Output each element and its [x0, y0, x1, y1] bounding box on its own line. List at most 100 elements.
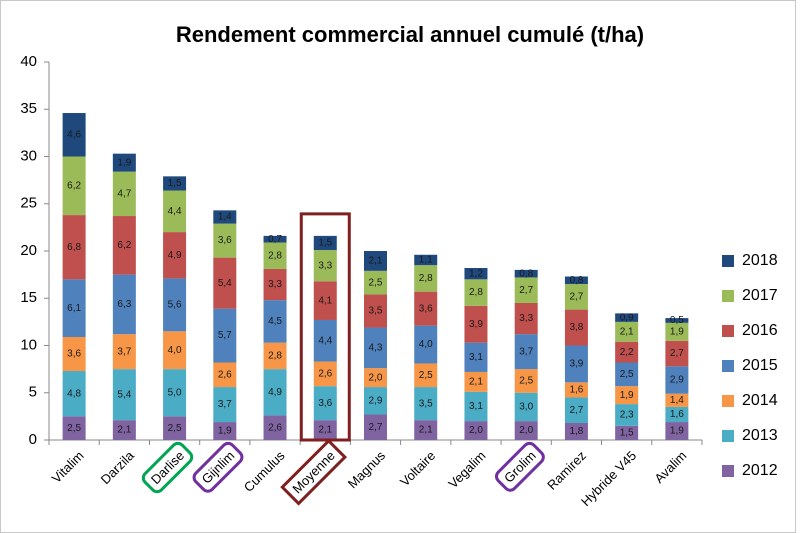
legend-label: 2013 — [742, 427, 778, 444]
highlight-box — [299, 212, 351, 442]
bar-segment — [163, 278, 187, 332]
bar-segment — [213, 210, 237, 224]
bar-segment — [263, 415, 287, 440]
data-label: 4,7 — [117, 188, 131, 199]
bar-segment — [564, 382, 588, 398]
bar-segment — [163, 190, 187, 233]
legend-label: 2018 — [742, 252, 778, 269]
data-label: 3,1 — [469, 352, 483, 363]
data-label: 3,6 — [218, 235, 232, 246]
legend-swatch — [722, 465, 734, 477]
bar-segment — [313, 386, 337, 421]
bar-segment — [414, 387, 438, 421]
data-label: 5,4 — [218, 278, 232, 289]
data-label: 3,0 — [519, 402, 533, 413]
data-label: 1,9 — [670, 426, 684, 437]
bar-segment — [514, 334, 538, 370]
bar-segment — [313, 361, 337, 387]
data-label: 4,8 — [67, 388, 81, 399]
bar-segment — [263, 300, 287, 343]
bar-segment — [364, 387, 387, 415]
data-label: 1,6 — [569, 385, 583, 396]
bar-segment — [163, 416, 187, 440]
data-label: 4,4 — [168, 206, 182, 217]
bar-segment — [514, 392, 538, 422]
bar-segment — [464, 421, 488, 440]
data-label: 2,1 — [469, 377, 483, 388]
data-label: 2,7 — [369, 422, 383, 433]
data-label: 2,5 — [168, 423, 182, 434]
data-label: 4,3 — [369, 343, 383, 354]
data-label: 2,1 — [369, 256, 383, 267]
data-label: 3,7 — [519, 346, 533, 357]
data-label: 0,5 — [670, 315, 684, 326]
data-label: 3,9 — [469, 319, 483, 330]
data-label: 2,1 — [117, 425, 131, 436]
bar-segment — [364, 294, 387, 328]
bar-segment — [514, 369, 538, 393]
y-tick-label: 0 — [29, 431, 37, 448]
bar-segment — [364, 368, 387, 388]
highlight-box — [280, 438, 348, 506]
bar-segment — [62, 279, 86, 337]
data-label: 5,6 — [168, 300, 182, 311]
bar-segment — [464, 279, 488, 306]
y-tick-label: 5 — [29, 384, 37, 401]
bar-segment — [564, 397, 588, 423]
bar-segment — [615, 313, 639, 322]
data-label: 4,9 — [268, 387, 282, 398]
bar-segment — [665, 393, 689, 407]
bar-segment — [665, 340, 689, 367]
data-label: 3,5 — [419, 398, 433, 409]
data-label: 2,2 — [620, 347, 634, 358]
data-label: 1,9 — [117, 157, 131, 168]
data-label: 3,6 — [419, 303, 433, 314]
data-label: 3,5 — [369, 306, 383, 317]
bar-segment — [364, 414, 387, 440]
data-label: 2,8 — [419, 273, 433, 284]
legend-swatch — [722, 395, 734, 407]
bar-segment — [414, 265, 438, 292]
data-label: 1,4 — [218, 212, 232, 223]
bar-segment — [615, 362, 639, 387]
bar-segment — [414, 325, 438, 364]
y-tick-label: 35 — [20, 100, 37, 117]
bar-segment — [263, 235, 287, 243]
bar-segment — [163, 331, 187, 370]
data-label: 6,3 — [117, 299, 131, 310]
data-label: 1,5 — [318, 238, 332, 249]
data-label: 2,7 — [670, 348, 684, 359]
bar-segment — [414, 254, 438, 266]
legend-swatch — [722, 325, 734, 337]
highlight-box — [192, 441, 244, 493]
data-label: 2,5 — [519, 376, 533, 387]
bar-segment — [564, 345, 588, 383]
bar-segment — [615, 386, 639, 405]
data-label: 2,1 — [318, 425, 332, 436]
data-label: 2,9 — [369, 395, 383, 406]
data-label: 6,1 — [67, 303, 81, 314]
legend-swatch — [722, 430, 734, 442]
legend-label: 2017 — [742, 287, 778, 304]
data-label: 2,5 — [419, 370, 433, 381]
bar-segment — [163, 176, 187, 191]
bar-segment — [112, 420, 136, 440]
bar-segment — [213, 257, 237, 309]
bar-segment — [112, 153, 136, 172]
bar-segment — [414, 363, 438, 388]
bar-segment — [414, 420, 438, 440]
bar-segment — [112, 369, 136, 421]
data-label: 4,0 — [168, 345, 182, 356]
bar-segment — [564, 309, 588, 346]
data-label: 3,6 — [318, 398, 332, 409]
bar-segment — [665, 366, 689, 394]
data-label: 2,7 — [519, 285, 533, 296]
bar-segment — [213, 422, 237, 440]
bar-segment — [263, 342, 287, 370]
data-label: 0,7 — [268, 234, 282, 245]
bar-segment — [112, 274, 136, 335]
data-label: 2,1 — [620, 326, 634, 337]
bar-segment — [564, 422, 588, 440]
data-label: 2,6 — [318, 368, 332, 379]
